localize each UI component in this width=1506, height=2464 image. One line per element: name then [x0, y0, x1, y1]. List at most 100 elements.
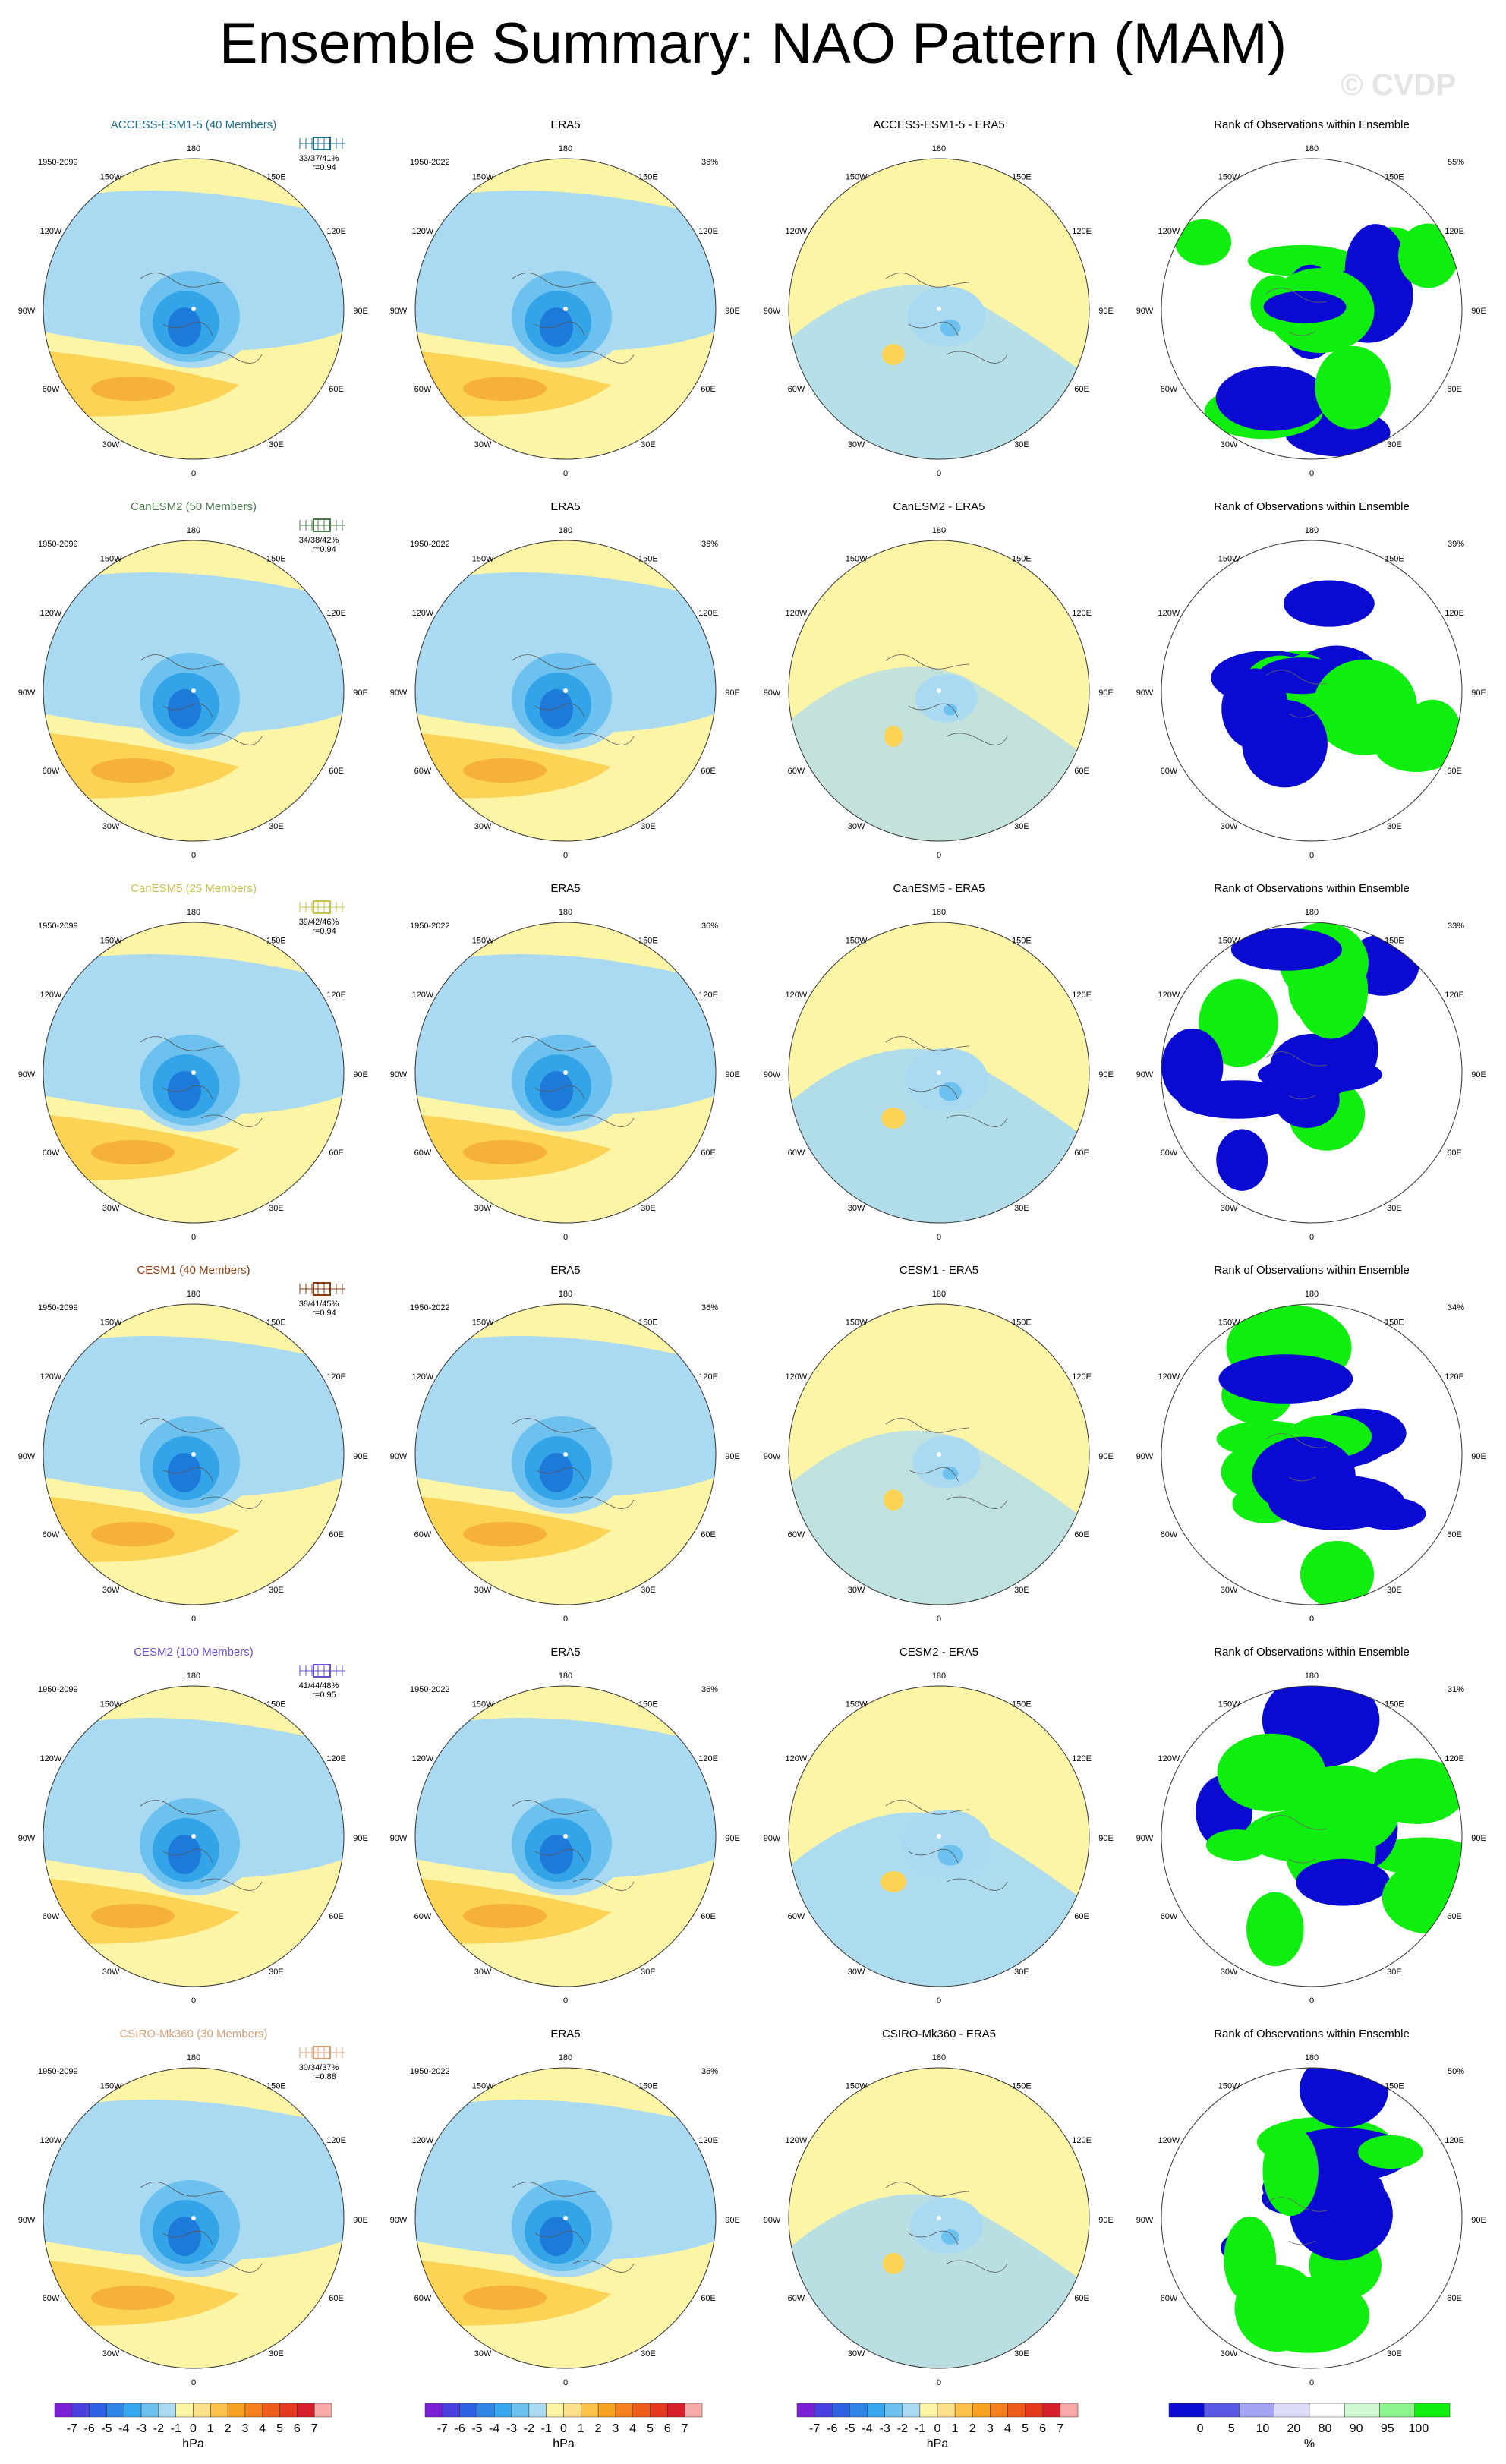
longitude-label: 180 [187, 144, 200, 153]
model-panel: CESM2 (100 Members) 1950-2099 41/44/48%r=0… [18, 1646, 368, 2006]
longitude-label: 180 [932, 144, 946, 153]
longitude-label: 90E [725, 1452, 740, 1461]
positive-anomaly [463, 377, 547, 401]
longitude-label: 120E [326, 227, 346, 236]
longitude-label: 0 [563, 2378, 568, 2387]
colorbar-swatch [1168, 2403, 1205, 2418]
positive-anomaly [883, 2253, 904, 2274]
colorbar-tick-label: 4 [1004, 2422, 1011, 2435]
longitude-label: 30E [1387, 822, 1402, 831]
longitude-label: 90W [1136, 688, 1154, 698]
longitude-label: 90E [353, 307, 368, 316]
colorbar-tick-label: 6 [294, 2422, 301, 2435]
rank-low-region [1221, 668, 1289, 750]
longitude-label: 120W [412, 991, 434, 1000]
longitude-label: 30E [641, 1968, 656, 1977]
longitude-label: 120W [40, 991, 62, 1000]
rank-high-region [1224, 2216, 1277, 2303]
longitude-label: 180 [1305, 1672, 1319, 1681]
longitude-label: 60W [43, 767, 60, 776]
longitude-label: 90W [764, 1452, 781, 1461]
positive-anomaly [91, 758, 175, 783]
longitude-label: 90E [1098, 1834, 1114, 1843]
longitude-label: 150W [100, 1700, 122, 1709]
colorbar-swatch [832, 2403, 850, 2418]
longitude-label: 150E [1012, 1319, 1032, 1328]
negative-anomaly [905, 1048, 988, 1113]
longitude-label: 150E [1012, 173, 1032, 182]
positive-anomaly [91, 377, 175, 401]
colorbar-tick-label: 1 [207, 2422, 214, 2435]
longitude-label: 120E [1445, 2136, 1464, 2145]
colorbar-tick-label: -6 [455, 2422, 465, 2435]
longitude-label: 0 [937, 469, 941, 478]
observation-percent: 36% [701, 540, 718, 549]
rank-high-region [1358, 2135, 1423, 2169]
longitude-label: 30W [474, 822, 492, 831]
longitude-label: 180 [1305, 144, 1319, 153]
rank-panel: Rank of Observations within Ensemble 31% 1… [1136, 1646, 1486, 2006]
colorbar-swatch [684, 2403, 703, 2418]
map-field [415, 1718, 716, 1944]
observation-panel: ERA5 1950-2022 36% 180 0 150W 150E 120W 120E 90W 9… [390, 1264, 740, 1624]
longitude-label: 120E [698, 227, 718, 236]
longitude-label: 30E [269, 440, 284, 449]
model-correlation: r=0.94 [312, 1309, 336, 1318]
map-outline [788, 1685, 1090, 1987]
longitude-label: 60E [329, 1912, 344, 1921]
watermark: © CVDP [1341, 68, 1456, 102]
difference-panel: CSIRO-Mk360 - ERA5 180 0 150W 150E 120W 120E 90… [764, 2028, 1114, 2387]
colorbar-swatch [424, 2403, 443, 2418]
page-title: Ensemble Summary: NAO Pattern (MAM) [219, 11, 1287, 76]
north-pole-dot [563, 1070, 568, 1075]
longitude-label: 30E [1387, 1586, 1402, 1595]
longitude-label: 60W [43, 385, 60, 394]
longitude-label: 120W [412, 227, 434, 236]
difference-title: CESM1 - ERA5 [900, 1264, 978, 1277]
colorbar-tick-label: 7 [682, 2422, 688, 2435]
longitude-label: 90W [390, 1452, 408, 1461]
negative-anomaly [907, 286, 986, 347]
colorbar-swatch [227, 2403, 246, 2418]
rank-low-region [1161, 1028, 1224, 1106]
longitude-label: 30E [269, 1204, 284, 1213]
longitude-label: 60W [1161, 1912, 1178, 1921]
longitude-label: 90W [18, 1452, 36, 1461]
map-outline [414, 158, 717, 460]
observation-title: ERA5 [550, 1264, 580, 1277]
difference-panel: CESM2 - ERA5 180 0 150W 150E 120W 120E 90W 90E 60… [764, 1646, 1114, 2006]
map-field [789, 1418, 1089, 1605]
colorbar-tick-label: -3 [506, 2422, 517, 2435]
coastline [1265, 670, 1328, 718]
longitude-label: 90W [1136, 307, 1154, 316]
map-outline [1161, 1303, 1463, 1605]
longitude-label: 0 [1309, 1996, 1314, 2006]
colorbar-tick-label: -1 [541, 2422, 552, 2435]
rank-low-region [1215, 366, 1328, 431]
longitude-label: 150E [638, 173, 658, 182]
colorbar-tick-label: 4 [629, 2422, 636, 2435]
longitude-label: 150E [266, 555, 286, 564]
longitude-label: 90E [1098, 2216, 1114, 2225]
longitude-label: 60E [701, 1530, 716, 1539]
longitude-label: 30W [102, 2349, 120, 2358]
map-field [789, 273, 1089, 459]
longitude-label: 0 [1309, 1233, 1314, 1242]
longitude-label: 60W [788, 1912, 805, 1921]
longitude-label: 30W [102, 822, 120, 831]
longitude-label: 90W [1136, 2216, 1154, 2225]
longitude-label: 90E [1098, 1452, 1114, 1461]
negative-anomaly [789, 1048, 1089, 1223]
longitude-label: 120W [40, 227, 62, 236]
colorbar-tick-label: 10 [1256, 2422, 1269, 2435]
longitude-label: 150E [1385, 1700, 1404, 1709]
longitude-label: 30W [102, 1968, 120, 1977]
difference-panel: CESM1 - ERA5 180 0 150W 150E 120W 120E 90W 90E 60… [764, 1264, 1114, 1624]
rank-percent: 34% [1448, 1303, 1464, 1312]
rank-low-region [1252, 1436, 1356, 1514]
colorbar-tick-label: 20 [1287, 2422, 1301, 2435]
negative-anomaly [168, 1453, 201, 1492]
map-field [43, 954, 344, 1180]
longitude-label: 30E [1014, 2349, 1029, 2358]
longitude-label: 120W [1158, 1754, 1180, 1763]
